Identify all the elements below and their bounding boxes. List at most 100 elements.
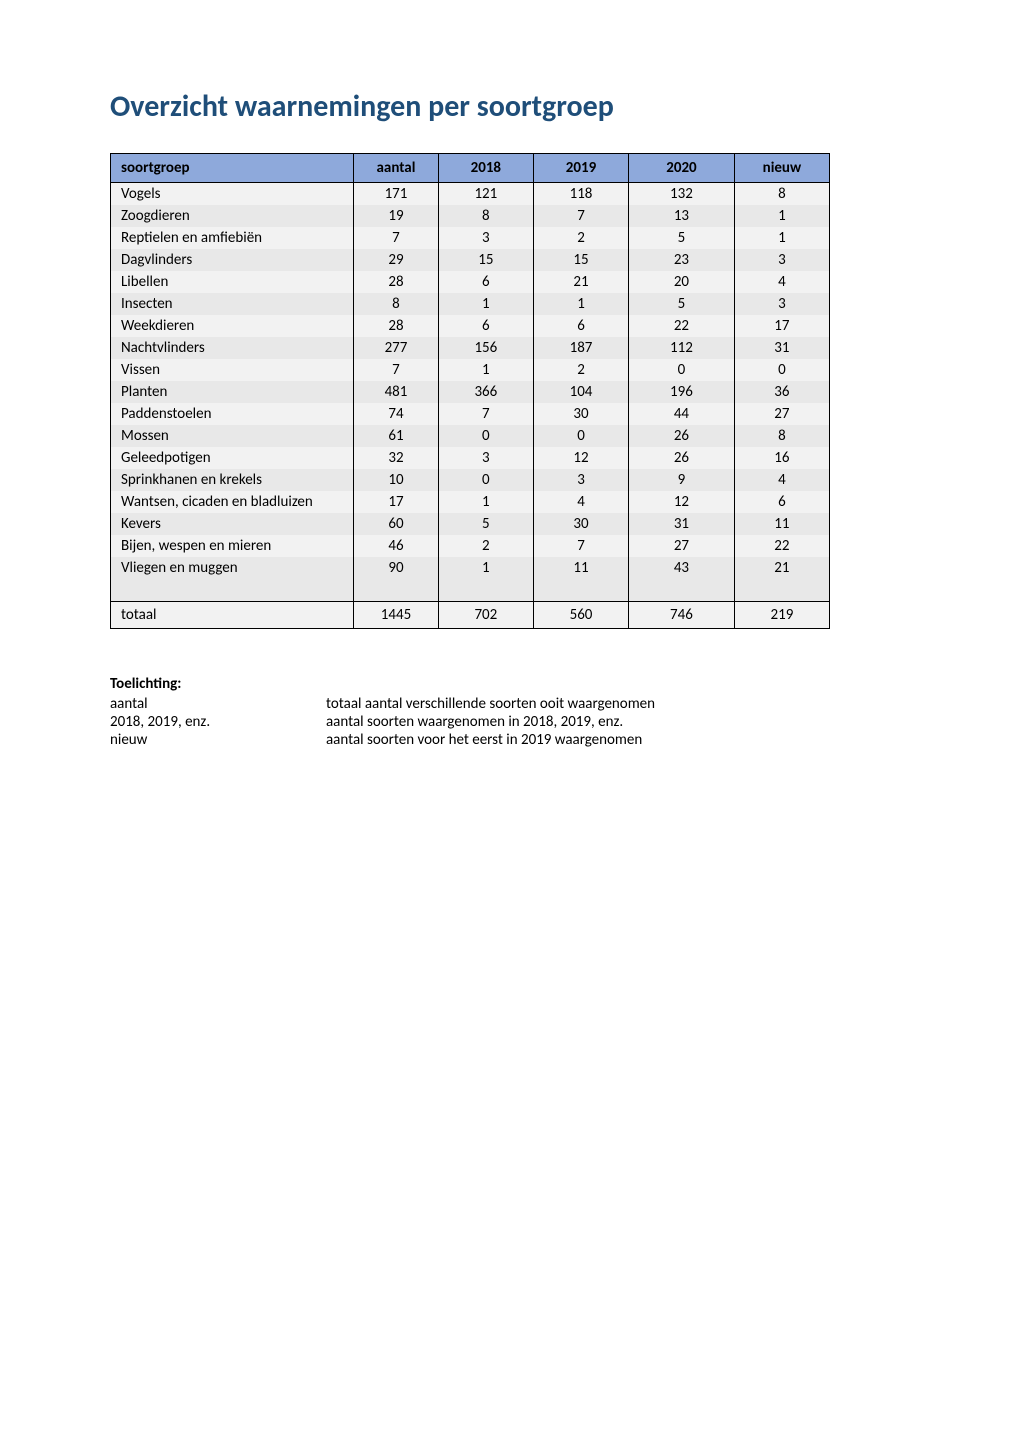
table-cell: 3 [734,293,829,315]
table-cell: 15 [533,249,628,271]
table-total-cell: 746 [629,602,735,629]
table-cell: 0 [438,425,533,447]
table-cell: 21 [533,271,628,293]
table-cell: 0 [629,359,735,381]
table-cell: 28 [354,315,439,337]
table-cell: 22 [629,315,735,337]
table-cell: 0 [438,469,533,491]
table-cell: 187 [533,337,628,359]
table-cell: 8 [354,293,439,315]
table-cell: Paddenstoelen [111,403,354,425]
table-cell: 7 [354,359,439,381]
table-cell: 4 [533,491,628,513]
table-cell: 0 [533,425,628,447]
table-cell: 5 [629,293,735,315]
table-total-cell: 702 [438,602,533,629]
table-cell: 19 [354,205,439,227]
table-cell: 7 [533,535,628,557]
table-cell [734,579,829,602]
table-header-cell: soortgroep [111,154,354,183]
table-cell: 44 [629,403,735,425]
table-cell: 7 [354,227,439,249]
legend-description: aantal soorten voor het eerst in 2019 wa… [326,731,642,749]
table-total-row: totaal1445702560746219 [111,602,830,629]
table-cell: 17 [354,491,439,513]
table-cell: 7 [438,403,533,425]
legend-key: 2018, 2019, enz. [110,713,326,731]
table-cell: 196 [629,381,735,403]
table-cell: 15 [438,249,533,271]
table-cell: Bijen, wespen en mieren [111,535,354,557]
table-cell: 26 [629,447,735,469]
table-cell: 27 [734,403,829,425]
table-cell: Mossen [111,425,354,447]
table-row: Weekdieren28662217 [111,315,830,337]
table-cell: 27 [629,535,735,557]
table-cell: 6 [438,315,533,337]
table-row: Libellen28621204 [111,271,830,293]
table-cell: 3 [734,249,829,271]
table-row: Planten48136610419636 [111,381,830,403]
table-cell: 60 [354,513,439,535]
table-header-cell: nieuw [734,154,829,183]
table-header-row: soortgroepaantal201820192020nieuw [111,154,830,183]
table-cell: 1 [734,205,829,227]
table-cell: 46 [354,535,439,557]
legend-row: 2018, 2019, enz.aantal soorten waargenom… [110,713,920,731]
table-row: Paddenstoelen747304427 [111,403,830,425]
table-row: Zoogdieren1987131 [111,205,830,227]
table-cell: 156 [438,337,533,359]
table-cell: 2 [533,359,628,381]
table-cell: Wantsen, cicaden en bladluizen [111,491,354,513]
table-cell: 112 [629,337,735,359]
table-total-cell: 219 [734,602,829,629]
table-cell: 10 [354,469,439,491]
table-cell: 12 [533,447,628,469]
legend-row: aantaltotaal aantal verschillende soorte… [110,695,920,713]
table-cell: 1 [438,359,533,381]
table-cell: 3 [533,469,628,491]
table-cell: 6 [734,491,829,513]
table-cell: 30 [533,403,628,425]
table-cell: 20 [629,271,735,293]
table-cell: 4 [734,469,829,491]
table-row: Reptielen en amfiebiën73251 [111,227,830,249]
table-cell: 74 [354,403,439,425]
table-cell: 28 [354,271,439,293]
table-cell: Vogels [111,183,354,206]
table-row: Dagvlinders291515233 [111,249,830,271]
table-cell: 43 [629,557,735,579]
table-cell: 36 [734,381,829,403]
table-cell: 9 [629,469,735,491]
table-cell: 7 [533,205,628,227]
table-cell: 12 [629,491,735,513]
table-cell: Geleedpotigen [111,447,354,469]
table-cell: 31 [734,337,829,359]
table-header-cell: 2020 [629,154,735,183]
table-row: Vogels1711211181328 [111,183,830,206]
table-cell: Insecten [111,293,354,315]
legend-section: Toelichting: aantaltotaal aantal verschi… [110,675,920,749]
table-row: Vissen71200 [111,359,830,381]
legend-row: nieuwaantal soorten voor het eerst in 20… [110,731,920,749]
table-cell: 5 [438,513,533,535]
table-cell: 2 [533,227,628,249]
table-cell: 8 [438,205,533,227]
table-cell: 1 [438,293,533,315]
table-cell: 21 [734,557,829,579]
table-cell: 32 [354,447,439,469]
table-cell: 104 [533,381,628,403]
table-cell [629,579,735,602]
table-row: Kevers605303111 [111,513,830,535]
observations-table: soortgroepaantal201820192020nieuw Vogels… [110,153,830,629]
table-cell: 171 [354,183,439,206]
table-cell: 3 [438,447,533,469]
table-cell: Dagvlinders [111,249,354,271]
table-cell: 8 [734,183,829,206]
table-cell: Nachtvlinders [111,337,354,359]
legend-key: nieuw [110,731,326,749]
table-cell: 6 [438,271,533,293]
table-cell [354,579,439,602]
table-cell [533,579,628,602]
table-row: Wantsen, cicaden en bladluizen1714126 [111,491,830,513]
